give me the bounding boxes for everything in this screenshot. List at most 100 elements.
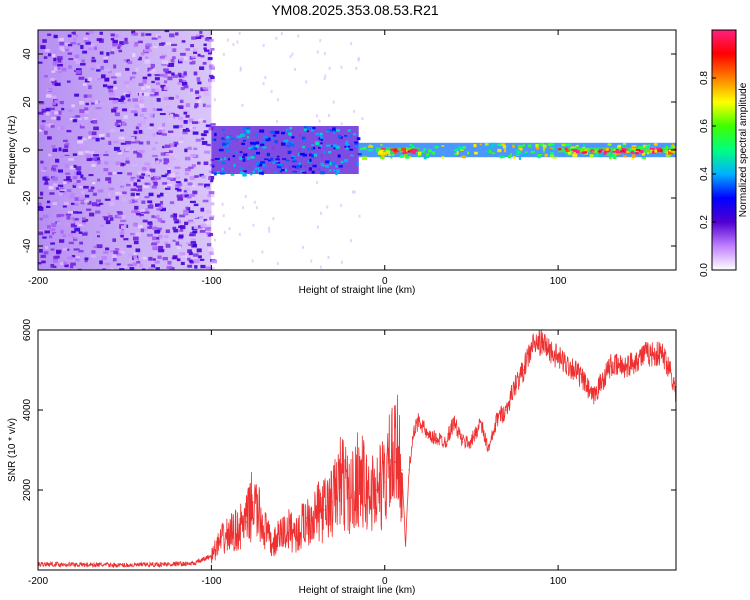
spectrogram-cell <box>58 192 63 196</box>
spectrogram-cell <box>507 155 512 159</box>
spectrogram-cell <box>127 98 131 102</box>
spectrogram-cell <box>136 152 141 155</box>
spectrogram-cell <box>250 141 254 145</box>
spectrogram-cell <box>512 156 516 159</box>
spectrogram-cell <box>133 182 138 187</box>
spectrogram-cell <box>175 187 179 191</box>
spectrogram-cell <box>335 164 338 168</box>
spectrogram-cell <box>116 124 121 128</box>
spectrogram-cell <box>65 172 71 175</box>
spectrogram-cell <box>318 119 321 123</box>
spectrogram-cell <box>103 59 109 63</box>
spectrogram-cell <box>113 64 117 69</box>
spectrogram-cell <box>337 134 342 139</box>
snr-point <box>444 441 447 443</box>
spectrogram-cell <box>207 50 213 55</box>
spectrogram-cell <box>187 146 192 150</box>
spectrogram-cell <box>524 151 528 153</box>
spectrogram-cell <box>91 59 97 63</box>
spectrogram-cell <box>107 85 114 89</box>
spectrogram-cell <box>631 156 635 160</box>
snr-point <box>661 353 663 355</box>
spectrogram-cell <box>116 119 122 123</box>
spectrogram-cell <box>87 200 92 205</box>
spectrogram-cell <box>196 77 201 82</box>
spectrogram-cell <box>276 261 279 265</box>
spectrogram-cell <box>96 160 101 165</box>
spectrogram-cell <box>276 165 282 169</box>
y-tick-label: 20 <box>22 96 33 108</box>
spectrogram-cell <box>52 202 58 206</box>
spectrogram-cell <box>309 158 312 163</box>
spectrogram-cell <box>147 126 153 130</box>
spectrogram-cell <box>174 166 181 169</box>
spectrogram-cell <box>320 136 324 139</box>
spectrogram-cell <box>96 38 103 42</box>
spectrogram-cell <box>190 241 197 244</box>
spectrogram-cell <box>205 104 211 108</box>
spectrogram-cell <box>320 211 323 215</box>
spectrogram-cell <box>203 92 210 97</box>
spectrogram-cell <box>243 153 248 157</box>
spectrogram-cell <box>158 234 163 239</box>
spectrogram-cell <box>184 178 188 182</box>
spectrogram-cell <box>335 172 338 176</box>
spectrogram-cell <box>253 142 258 144</box>
spectrogram-cell <box>167 167 171 170</box>
spectrogram-cell <box>135 140 141 144</box>
spectrogram-cell <box>179 99 184 103</box>
spectrogram-cell <box>349 134 353 138</box>
spectrogram-cell <box>109 250 115 253</box>
spectrogram-cell <box>122 197 127 202</box>
spectrogram-cell <box>133 254 138 259</box>
spectrogram-cell <box>183 111 188 115</box>
spectrogram-cell <box>53 57 57 62</box>
spectrogram-cell <box>96 69 101 72</box>
spectrogram-cell <box>163 185 169 189</box>
spectrogram-cell <box>213 138 217 141</box>
spectrogram-cell <box>291 136 295 139</box>
spectrogram-cell <box>537 154 543 156</box>
spectrogram-cell <box>203 43 207 47</box>
spectrogram-cell <box>106 100 110 104</box>
spectrogram-cell <box>185 127 190 132</box>
spectrogram-cell <box>118 192 123 196</box>
spectrogram-cell <box>149 94 156 97</box>
spectrogram-cell <box>197 161 201 165</box>
spectrogram-cell <box>193 71 198 76</box>
spectrogram-cell <box>581 151 587 154</box>
spectrogram-cell <box>192 243 197 247</box>
spectrogram-cell <box>115 196 119 200</box>
spectrogram-cell <box>155 82 161 86</box>
spectrogram-cell <box>610 154 614 157</box>
spectrogram-cell <box>133 150 138 154</box>
spectrogram-cell <box>565 151 569 154</box>
spectrogram-cell <box>101 74 106 79</box>
spectrogram-cell <box>239 68 242 72</box>
spectrogram-cell <box>608 156 612 159</box>
spectrogram-cell <box>121 163 126 166</box>
spectrogram-cell <box>293 158 296 161</box>
spectrogram-cell <box>497 148 502 153</box>
spectrogram-cell <box>84 116 89 120</box>
spectrogram-cell <box>615 149 619 152</box>
spectrogram-cell <box>347 145 351 148</box>
spectrogram-cell <box>210 75 215 80</box>
spectrogram-cell <box>251 146 257 149</box>
spectrogram-cell <box>157 35 161 39</box>
spectrogram-cell <box>291 52 294 56</box>
spectrogram-cell <box>353 109 356 113</box>
spectrogram-cell <box>158 205 164 209</box>
spectrogram-cell <box>75 115 81 118</box>
spectrogram-cell <box>539 143 545 146</box>
spectrogram-cell <box>233 163 236 167</box>
spectrogram-cell <box>47 53 52 57</box>
spectrogram-cell <box>199 30 203 35</box>
spectrogram-cell <box>53 233 59 237</box>
spectrogram-cell <box>668 152 673 155</box>
spectrogram-cell <box>183 190 187 193</box>
spectrogram-cell <box>107 212 111 216</box>
spectrogram-cell <box>315 114 318 118</box>
spectrogram-cell <box>634 152 639 155</box>
